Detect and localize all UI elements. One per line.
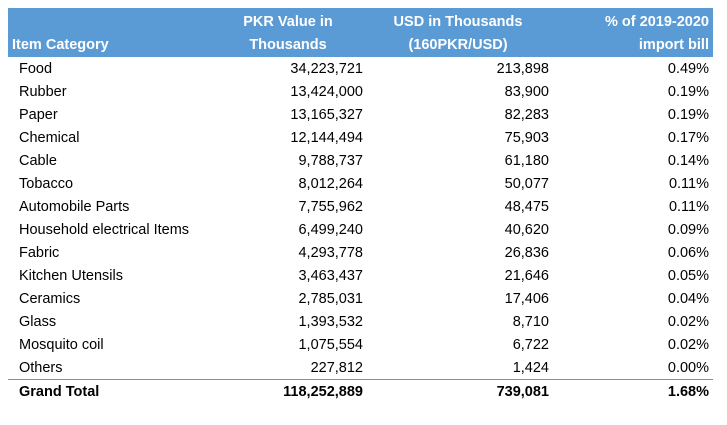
cell-pct: 0.04%	[667, 290, 709, 307]
grand-total-label: Grand Total	[8, 379, 213, 404]
cell-usd: 26,836	[504, 244, 549, 261]
cell-pkr: 2,785,031	[298, 290, 363, 307]
header-pkr-line2: Thousands	[213, 33, 363, 57]
cell-pkr: 12,144,494	[290, 129, 363, 146]
cell-pct: 0.11%	[668, 175, 709, 192]
cell-pkr: 9,788,737	[298, 152, 363, 169]
cell-pkr: 13,165,327	[290, 106, 363, 123]
table-row: Fabric 4,293,778 26,836 0.06%	[8, 241, 713, 264]
grand-total-pct: 1.68%	[553, 379, 713, 404]
cell-usd: 8,710	[512, 313, 549, 330]
table-row: Mosquito coil 1,075,554 6,722 0.02%	[8, 333, 713, 356]
cell-category: Kitchen Utensils	[19, 267, 123, 284]
cell-pct: 0.05%	[667, 267, 709, 284]
cell-category: Paper	[19, 106, 58, 123]
cell-usd: 21,646	[504, 267, 549, 284]
cell-usd: 17,406	[504, 290, 549, 307]
cell-usd: 40,620	[504, 221, 549, 238]
cell-category: Food	[19, 60, 53, 77]
cell-category: Household electrical Items	[19, 221, 190, 238]
cell-pct: 0.02%	[667, 313, 709, 330]
table-body: Food 34,223,721 213,898 0.49% Rubber 13,…	[8, 57, 713, 404]
cell-pct: 0.09%	[667, 221, 709, 238]
cell-pct: 0.19%	[667, 106, 709, 123]
cell-category: Chemical	[19, 129, 80, 146]
table-row: Tobacco 8,012,264 50,077 0.11%	[8, 172, 713, 195]
cell-pct: 0.11%	[668, 198, 709, 215]
table-row: Cable 9,788,737 61,180 0.14%	[8, 149, 713, 172]
cell-pct: 0.49%	[667, 60, 709, 77]
cell-category: Mosquito coil	[19, 336, 104, 353]
table-header: PKR Value in USD in Thousands % of 2019-…	[8, 8, 713, 57]
cell-pct: 0.19%	[667, 83, 709, 100]
table-row: Chemical 12,144,494 75,903 0.17%	[8, 126, 713, 149]
cell-usd: 48,475	[504, 198, 549, 215]
header-pct-line2: import bill	[553, 33, 713, 57]
cell-usd: 1,424	[512, 359, 549, 376]
table-row: Paper 13,165,327 82,283 0.19%	[8, 103, 713, 126]
cell-pct: 0.00%	[667, 359, 709, 376]
cell-usd: 6,722	[512, 336, 549, 353]
cell-category: Rubber	[19, 83, 67, 100]
cell-category: Glass	[19, 313, 57, 330]
cell-pkr: 6,499,240	[298, 221, 363, 238]
cell-usd: 83,900	[504, 83, 549, 100]
cell-usd: 61,180	[504, 152, 549, 169]
cell-pkr: 8,012,264	[298, 175, 363, 192]
grand-total-row: Grand Total 118,252,889 739,081 1.68%	[8, 379, 713, 404]
table-row: Glass 1,393,532 8,710 0.02%	[8, 310, 713, 333]
cell-pkr: 4,293,778	[298, 244, 363, 261]
cell-category: Ceramics	[19, 290, 81, 307]
cell-category: Automobile Parts	[19, 198, 130, 215]
cell-category: Cable	[19, 152, 57, 169]
header-item-category-top	[8, 8, 213, 33]
header-usd-line2: (160PKR/USD)	[363, 33, 553, 57]
cell-pkr: 227,812	[310, 359, 363, 376]
cell-usd: 75,903	[504, 129, 549, 146]
cell-pkr: 13,424,000	[290, 83, 363, 100]
header-usd-line1: USD in Thousands	[363, 8, 553, 33]
header-pkr-line1: PKR Value in	[213, 8, 363, 33]
cell-pct: 0.06%	[667, 244, 709, 261]
header-pct-line1: % of 2019-2020	[553, 8, 713, 33]
cell-pkr: 1,075,554	[298, 336, 363, 353]
table-row: Others 227,812 1,424 0.00%	[8, 356, 713, 380]
cell-category: Tobacco	[19, 175, 74, 192]
cell-pkr: 34,223,721	[290, 60, 363, 77]
import-table: PKR Value in USD in Thousands % of 2019-…	[8, 8, 713, 404]
table-row: Food 34,223,721 213,898 0.49%	[8, 57, 713, 80]
import-table-sheet: PKR Value in USD in Thousands % of 2019-…	[8, 8, 713, 404]
cell-usd: 50,077	[504, 175, 549, 192]
cell-pkr: 3,463,437	[298, 267, 363, 284]
cell-category: Fabric	[19, 244, 60, 261]
cell-pct: 0.02%	[667, 336, 709, 353]
grand-total-usd: 739,081	[363, 379, 553, 404]
cell-pct: 0.14%	[667, 152, 709, 169]
table-row: Kitchen Utensils 3,463,437 21,646 0.05%	[8, 264, 713, 287]
cell-category: Others	[19, 359, 63, 376]
cell-pkr: 7,755,962	[298, 198, 363, 215]
cell-usd: 82,283	[504, 106, 549, 123]
header-item-category: Item Category	[8, 33, 213, 57]
table-row: Household electrical Items 6,499,240 40,…	[8, 218, 713, 241]
grand-total-pkr: 118,252,889	[213, 379, 363, 404]
cell-pkr: 1,393,532	[298, 313, 363, 330]
table-row: Rubber 13,424,000 83,900 0.19%	[8, 80, 713, 103]
header-row-1: PKR Value in USD in Thousands % of 2019-…	[8, 8, 713, 33]
cell-usd: 213,898	[496, 60, 549, 77]
header-row-2: Item Category Thousands (160PKR/USD) imp…	[8, 33, 713, 57]
table-row: Automobile Parts 7,755,962 48,475 0.11%	[8, 195, 713, 218]
cell-pct: 0.17%	[667, 129, 709, 146]
table-row: Ceramics 2,785,031 17,406 0.04%	[8, 287, 713, 310]
